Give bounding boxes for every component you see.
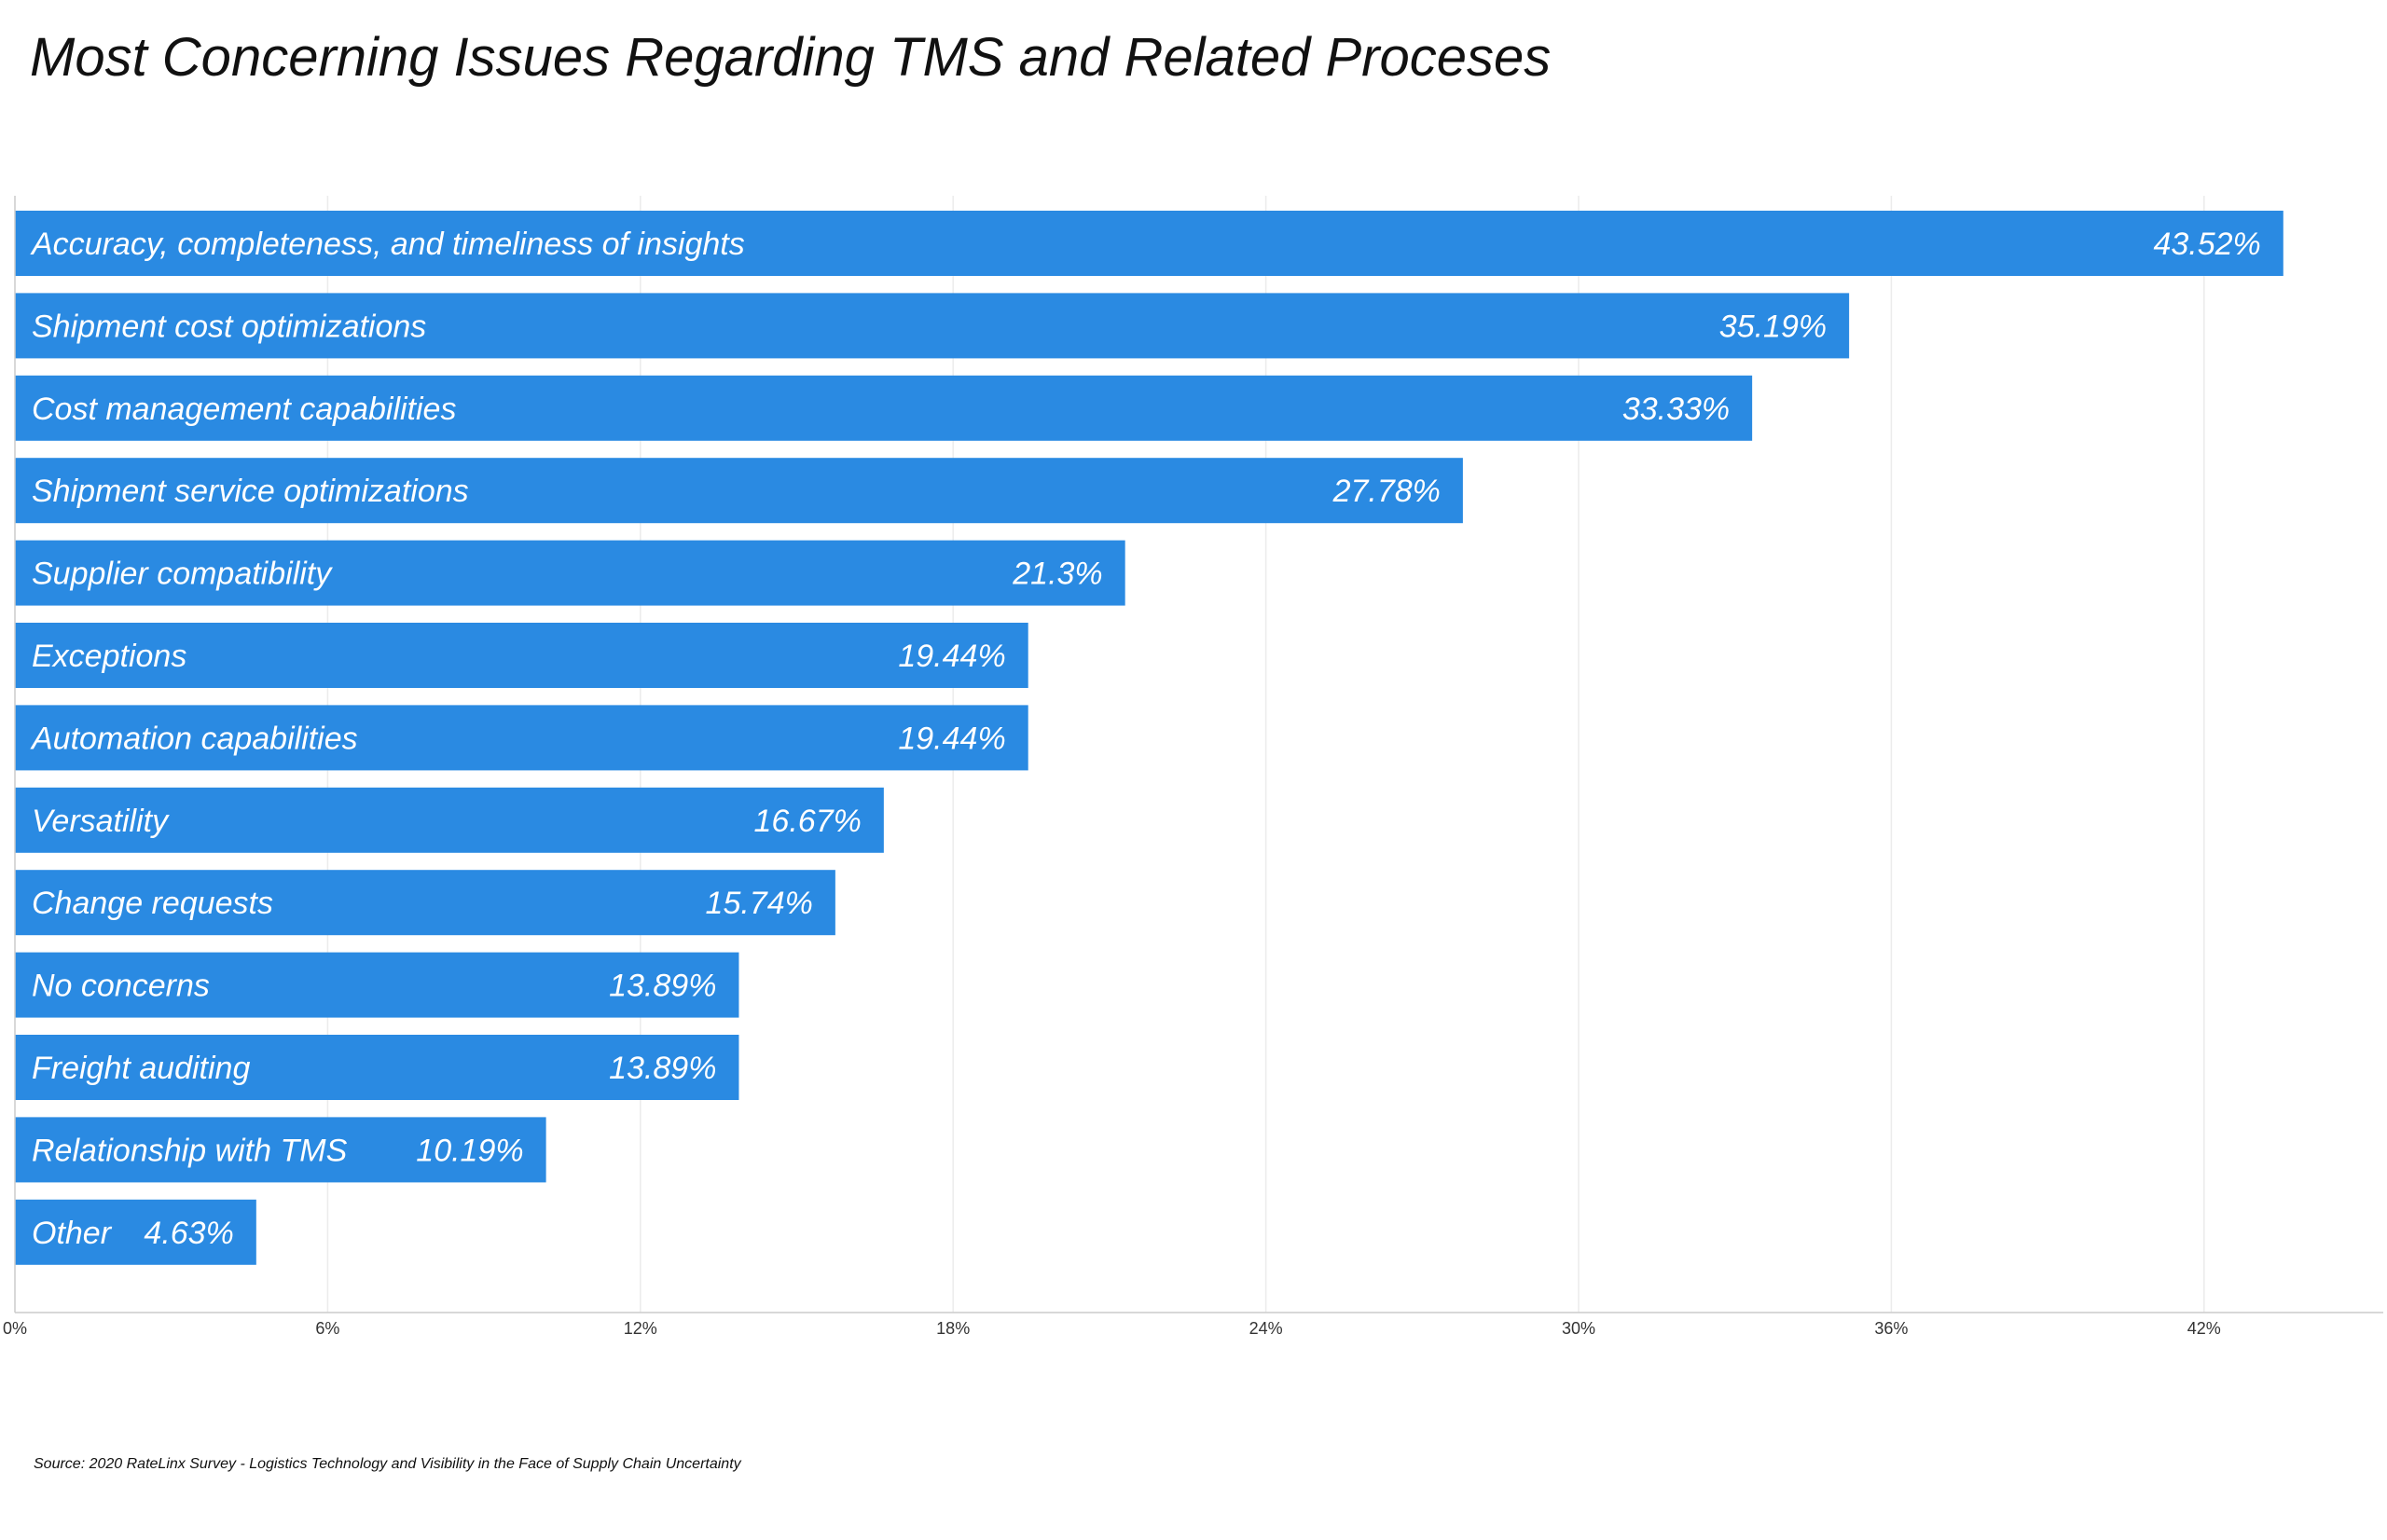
- bar-value-label: 15.74%: [706, 886, 813, 921]
- bar-value-label: 35.19%: [1719, 309, 1827, 344]
- bar: [15, 623, 1028, 688]
- bar: [15, 375, 1753, 441]
- bar: [15, 952, 739, 1018]
- bar-value-label: 10.19%: [416, 1133, 523, 1168]
- bar-category-label: Automation capabilities: [30, 721, 358, 756]
- x-tick-label: 30%: [1562, 1319, 1595, 1338]
- bars: Accuracy, completeness, and timeliness o…: [15, 211, 2284, 1265]
- bar-value-label: 13.89%: [609, 969, 716, 1004]
- x-tick-label: 0%: [3, 1319, 27, 1338]
- x-tick-label: 24%: [1249, 1319, 1283, 1338]
- bar: [15, 1199, 256, 1265]
- x-axis: 0% 6% 12% 18% 24% 30% 36% 42%: [3, 196, 2383, 1338]
- bar-value-label: 27.78%: [1332, 474, 1441, 509]
- bar: [15, 540, 1125, 606]
- x-tick-label: 42%: [2187, 1319, 2221, 1338]
- bar: [15, 211, 2284, 276]
- bar-category-label: Relationship with TMS: [32, 1133, 348, 1168]
- bar-category-label: Cost management capabilities: [32, 392, 456, 427]
- bar-value-label: 16.67%: [754, 804, 862, 839]
- x-tick-label: 12%: [624, 1319, 657, 1338]
- bar-category-label: Change requests: [32, 886, 273, 921]
- bar-category-label: Other: [32, 1216, 113, 1251]
- x-tick-label: 6%: [315, 1319, 339, 1338]
- bar-value-label: 33.33%: [1622, 392, 1730, 427]
- bar: [15, 458, 1463, 524]
- bar-category-label: Accuracy, completeness, and timeliness o…: [30, 227, 745, 262]
- bar-category-label: Freight auditing: [32, 1051, 250, 1086]
- bar-value-label: 13.89%: [609, 1051, 716, 1086]
- bar: [15, 293, 1850, 359]
- chart-title: Most Concerning Issues Regarding TMS and…: [30, 27, 1552, 88]
- bar-category-label: Shipment cost optimizations: [32, 309, 426, 344]
- bar-value-label: 19.44%: [898, 721, 1005, 756]
- x-tick-label: 18%: [936, 1319, 970, 1338]
- bar-category-label: Shipment service optimizations: [32, 474, 469, 509]
- bar-value-label: 19.44%: [898, 639, 1005, 674]
- bar-category-label: Versatility: [32, 804, 170, 839]
- source-note: Source: 2020 RateLinx Survey - Logistics…: [34, 1456, 741, 1472]
- bar-value-label: 21.3%: [1012, 557, 1102, 592]
- bar-value-label: 4.63%: [144, 1216, 233, 1251]
- x-tick-label: 36%: [1874, 1319, 1908, 1338]
- bar-category-label: Exceptions: [32, 639, 186, 674]
- bar-value-label: 43.52%: [2153, 227, 2260, 262]
- bar: [15, 705, 1028, 771]
- bar: [15, 870, 835, 936]
- bar-category-label: No concerns: [32, 969, 210, 1004]
- bar: [15, 1117, 546, 1183]
- bar: [15, 1035, 739, 1100]
- bar-category-label: Supplier compatibility: [32, 557, 333, 592]
- bar: [15, 787, 884, 853]
